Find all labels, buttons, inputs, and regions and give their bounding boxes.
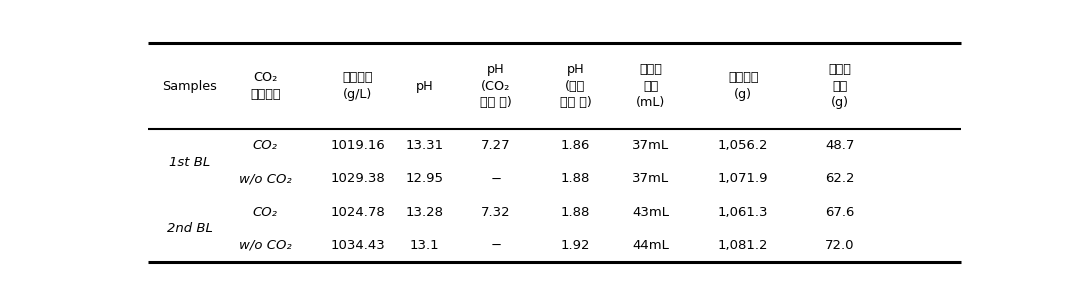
Text: CO₂
중화유무: CO₂ 중화유무 [250,72,280,101]
Text: 13.31: 13.31 [406,139,444,152]
Text: 최종무게
(g): 최종무게 (g) [728,72,758,101]
Text: 72.0: 72.0 [824,239,855,252]
Text: 황산투
입량
(mL): 황산투 입량 (mL) [636,63,665,109]
Text: 1,061.3: 1,061.3 [718,206,768,219]
Text: 1,071.9: 1,071.9 [718,172,768,185]
Text: 62.2: 62.2 [824,172,855,185]
Text: 추출물
무게
(g): 추출물 무게 (g) [828,63,852,109]
Text: pH: pH [415,80,434,93]
Text: −: − [490,172,501,185]
Text: CO₂: CO₂ [253,139,278,152]
Text: 37mL: 37mL [632,139,670,152]
Text: 1034.43: 1034.43 [330,239,385,252]
Text: 7.27: 7.27 [481,139,511,152]
Text: pH
(CO₂
중화 후): pH (CO₂ 중화 후) [480,63,512,109]
Text: 43mL: 43mL [633,206,670,219]
Text: 13.1: 13.1 [410,239,439,252]
Text: 1,081.2: 1,081.2 [718,239,768,252]
Text: pH
(황산
투입 후): pH (황산 투입 후) [559,63,592,109]
Text: 67.6: 67.6 [824,206,855,219]
Text: 7.32: 7.32 [481,206,511,219]
Text: 1.88: 1.88 [560,206,590,219]
Text: w/o CO₂: w/o CO₂ [239,239,292,252]
Text: 1029.38: 1029.38 [330,172,385,185]
Text: 1,056.2: 1,056.2 [718,139,768,152]
Text: 44mL: 44mL [633,239,670,252]
Text: 1.92: 1.92 [560,239,591,252]
Text: Samples: Samples [162,80,217,93]
Text: 1024.78: 1024.78 [330,206,385,219]
Text: 13.28: 13.28 [406,206,444,219]
Text: 37mL: 37mL [632,172,670,185]
Text: 1.88: 1.88 [560,172,590,185]
Text: 12.95: 12.95 [406,172,444,185]
Text: 1.86: 1.86 [560,139,590,152]
Text: −: − [490,239,501,252]
Text: CO₂: CO₂ [253,206,278,219]
Text: 1st BL: 1st BL [169,156,210,169]
Text: 48.7: 48.7 [824,139,855,152]
Text: 시료밀도
(g/L): 시료밀도 (g/L) [342,72,372,101]
Text: w/o CO₂: w/o CO₂ [239,172,292,185]
Text: 2nd BL: 2nd BL [167,222,213,235]
Text: 1019.16: 1019.16 [330,139,385,152]
